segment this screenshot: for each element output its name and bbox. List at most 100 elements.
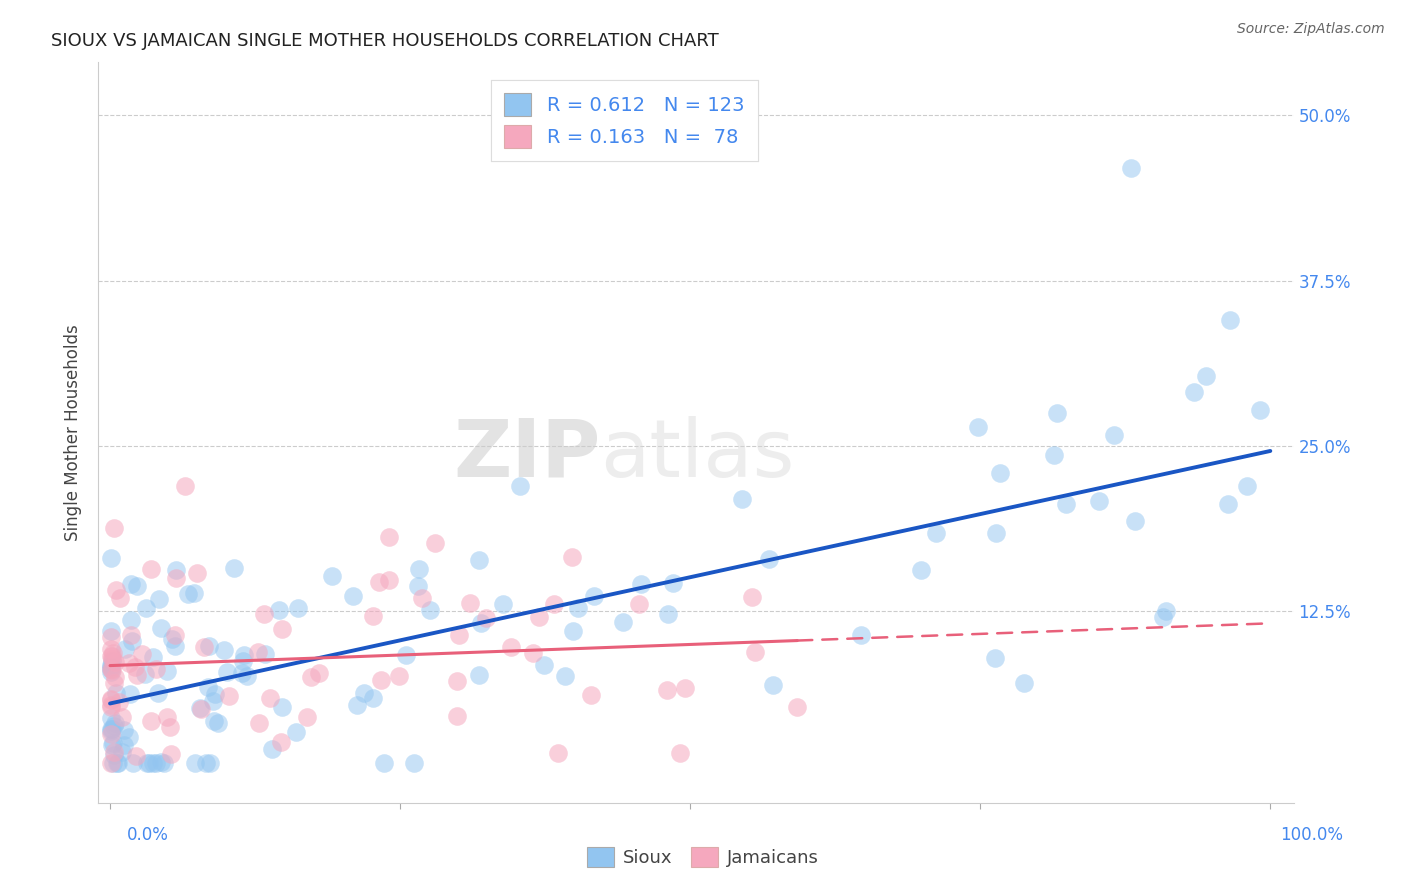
- Point: [118, 688, 141, 702]
- Point: [131, 648, 153, 662]
- Point: [100, 756, 122, 771]
- Point: [153, 756, 176, 771]
- Point: [142, 650, 165, 665]
- Y-axis label: Single Mother Households: Single Mother Households: [65, 325, 83, 541]
- Point: [378, 573, 401, 587]
- Text: ZIP: ZIP: [453, 416, 600, 494]
- Point: [156, 664, 179, 678]
- Point: [270, 622, 292, 636]
- Point: [100, 698, 122, 712]
- Point: [560, 550, 582, 565]
- Point: [270, 699, 292, 714]
- Point: [346, 698, 368, 712]
- Point: [100, 700, 122, 714]
- Point: [287, 601, 309, 615]
- Point: [103, 748, 125, 763]
- Point: [567, 600, 589, 615]
- Point: [142, 756, 165, 771]
- Point: [460, 597, 482, 611]
- Point: [101, 663, 124, 677]
- Point: [105, 756, 128, 771]
- Point: [108, 695, 131, 709]
- Point: [1154, 604, 1177, 618]
- Legend: Sioux, Jamaicans: Sioux, Jamaicans: [579, 839, 827, 874]
- Point: [162, 632, 184, 647]
- Point: [984, 525, 1007, 540]
- Point: [1219, 313, 1241, 327]
- Point: [547, 747, 569, 761]
- Point: [104, 670, 127, 684]
- Point: [851, 628, 873, 642]
- Point: [425, 536, 447, 550]
- Point: [285, 724, 308, 739]
- Point: [581, 688, 603, 702]
- Point: [467, 553, 489, 567]
- Point: [468, 668, 491, 682]
- Point: [120, 628, 142, 642]
- Point: [662, 575, 685, 590]
- Point: [562, 624, 585, 639]
- Point: [100, 727, 122, 741]
- Point: [103, 521, 125, 535]
- Point: [321, 569, 343, 583]
- Point: [967, 420, 990, 434]
- Text: Source: ZipAtlas.com: Source: ZipAtlas.com: [1237, 22, 1385, 37]
- Point: [120, 613, 142, 627]
- Point: [1249, 403, 1271, 417]
- Point: [231, 666, 253, 681]
- Point: [100, 550, 122, 565]
- Point: [233, 648, 256, 663]
- Point: [262, 741, 284, 756]
- Point: [1123, 514, 1146, 528]
- Point: [184, 756, 207, 771]
- Point: [100, 624, 122, 638]
- Point: [195, 756, 218, 771]
- Point: [470, 615, 492, 630]
- Point: [232, 655, 254, 669]
- Point: [1042, 448, 1064, 462]
- Point: [235, 669, 257, 683]
- Point: [104, 686, 127, 700]
- Text: atlas: atlas: [600, 416, 794, 494]
- Point: [190, 702, 212, 716]
- Point: [1012, 676, 1035, 690]
- Point: [406, 579, 429, 593]
- Point: [188, 701, 211, 715]
- Point: [988, 466, 1011, 480]
- Point: [1119, 161, 1142, 176]
- Point: [100, 657, 122, 672]
- Point: [1236, 478, 1258, 492]
- Point: [212, 643, 235, 657]
- Point: [138, 756, 160, 771]
- Point: [100, 641, 122, 656]
- Point: [673, 681, 696, 695]
- Point: [630, 577, 652, 591]
- Point: [112, 739, 135, 753]
- Point: [582, 589, 605, 603]
- Point: [1182, 384, 1205, 399]
- Point: [104, 655, 127, 669]
- Point: [1088, 494, 1111, 508]
- Point: [100, 631, 122, 645]
- Point: [655, 683, 678, 698]
- Point: [186, 566, 208, 580]
- Point: [125, 579, 148, 593]
- Point: [554, 669, 576, 683]
- Point: [259, 691, 281, 706]
- Point: [207, 715, 229, 730]
- Point: [114, 641, 136, 656]
- Point: [1046, 406, 1069, 420]
- Point: [141, 562, 163, 576]
- Point: [758, 551, 780, 566]
- Point: [165, 628, 187, 642]
- Point: [395, 648, 418, 663]
- Point: [762, 678, 785, 692]
- Point: [145, 756, 167, 771]
- Point: [100, 665, 122, 680]
- Point: [411, 591, 433, 606]
- Point: [522, 646, 544, 660]
- Point: [100, 662, 122, 676]
- Point: [202, 714, 225, 728]
- Point: [100, 692, 122, 706]
- Point: [543, 597, 565, 611]
